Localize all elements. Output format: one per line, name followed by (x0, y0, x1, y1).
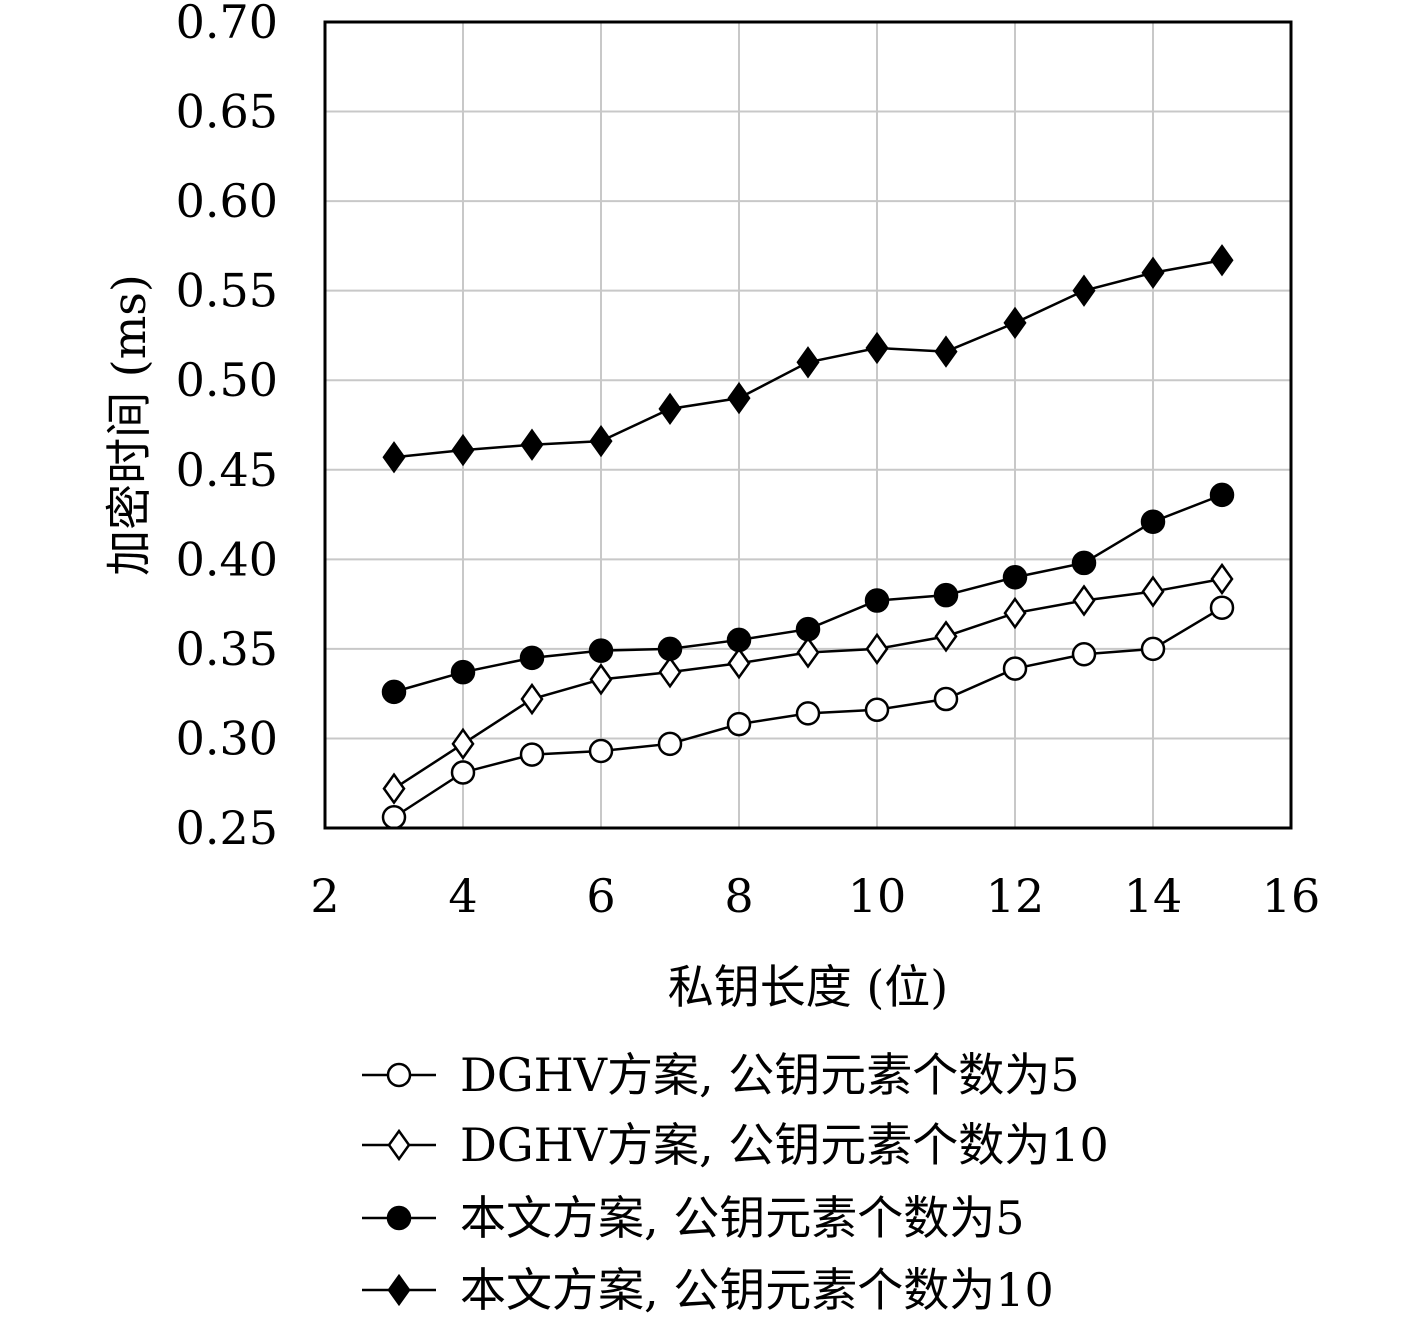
data-point (1071, 642, 1097, 667)
data-point (1209, 482, 1235, 508)
x-tick-label: 4 (448, 869, 477, 923)
data-point (658, 392, 682, 426)
data-point (1141, 256, 1165, 289)
series-3 (381, 482, 1235, 705)
y-tick-label: 0.60 (176, 174, 278, 228)
data-point (1003, 306, 1027, 340)
data-point (588, 738, 614, 764)
series-2 (382, 562, 1234, 805)
x-tick-label: 10 (848, 869, 907, 923)
data-point (796, 636, 820, 669)
data-point (519, 645, 545, 671)
data-point (1072, 584, 1096, 617)
y-tick-label: 0.50 (176, 353, 278, 407)
y-tick-label: 0.25 (176, 801, 278, 855)
data-point (795, 701, 821, 726)
data-point (1140, 509, 1166, 534)
data-point (1210, 562, 1234, 596)
data-point (1072, 274, 1096, 307)
legend-label: 本文方案, 公钥元素个数为10 (460, 1263, 1054, 1317)
legend-entry: DGHV方案, 公钥元素个数为5 (362, 1048, 1079, 1102)
data-point (1002, 564, 1028, 590)
data-point (381, 679, 407, 705)
data-point (934, 620, 958, 653)
data-point (381, 805, 407, 830)
x-tick-label: 14 (1124, 869, 1183, 923)
y-tick-label: 0.40 (176, 532, 278, 586)
x-tick-label: 2 (310, 869, 339, 923)
plot-series (381, 244, 1235, 830)
data-point (450, 760, 476, 785)
data-point (933, 582, 959, 608)
data-point (1210, 244, 1234, 277)
data-point (1141, 575, 1165, 608)
data-point (1140, 636, 1166, 662)
data-point (864, 588, 890, 613)
data-point (382, 441, 406, 474)
legend-entry: 本文方案, 公钥元素个数为10 (362, 1263, 1054, 1317)
y-tick-label: 0.30 (176, 711, 278, 765)
data-point (450, 659, 476, 685)
y-tick-labels: 0.25 0.30 0.35 0.40 0.45 0.50 0.55 0.60 0.65 0.70 (176, 0, 278, 855)
data-point (520, 428, 544, 461)
data-point (1002, 656, 1028, 681)
data-point (1209, 595, 1235, 620)
data-point (451, 727, 475, 760)
data-point (588, 638, 614, 663)
grid (325, 22, 1291, 828)
x-tick-label: 8 (724, 869, 753, 923)
legend-marker (386, 1062, 412, 1088)
legend-label: 本文方案, 公钥元素个数为5 (460, 1191, 1025, 1245)
data-point (727, 647, 751, 680)
x-tick-label: 16 (1262, 869, 1321, 923)
legend-marker (387, 1273, 411, 1307)
data-point (864, 697, 890, 723)
data-point (865, 632, 889, 666)
legend-entry: 本文方案, 公钥元素个数为5 (362, 1191, 1025, 1245)
data-point (865, 331, 889, 365)
y-axis-label: 加密时间 (ms) (102, 274, 156, 576)
data-point (519, 742, 545, 767)
data-point (382, 772, 406, 805)
data-point (657, 731, 683, 757)
series-4 (382, 244, 1234, 474)
data-point (933, 686, 959, 712)
data-point (589, 424, 613, 458)
data-point (658, 656, 682, 689)
y-tick-label: 0.35 (176, 622, 278, 676)
legend-entry: DGHV方案, 公钥元素个数为10 (362, 1118, 1109, 1172)
data-point (796, 346, 820, 379)
y-tick-label: 0.55 (176, 264, 278, 318)
x-axis-label: 私钥长度 (位) (668, 960, 949, 1014)
legend: DGHV方案, 公钥元素个数为5 DGHV方案, 公钥元素个数为10 本文方案, 公… (362, 1048, 1109, 1317)
data-point (1071, 550, 1097, 576)
data-point (589, 663, 613, 696)
y-tick-label: 0.70 (176, 0, 278, 49)
data-point (727, 381, 751, 415)
y-tick-label: 0.45 (176, 443, 278, 497)
legend-marker (386, 1205, 412, 1231)
plot-frame (323, 20, 1293, 830)
data-point (934, 335, 958, 368)
legend-label: DGHV方案, 公钥元素个数为10 (460, 1118, 1109, 1172)
legend-marker (387, 1128, 411, 1162)
series-1 (381, 595, 1235, 830)
x-tick-label: 6 (586, 869, 615, 923)
legend-label: DGHV方案, 公钥元素个数为5 (460, 1048, 1079, 1102)
data-point (795, 616, 821, 642)
data-point (726, 627, 752, 653)
x-tick-label: 12 (986, 869, 1045, 923)
data-point (726, 711, 752, 737)
y-tick-label: 0.65 (176, 85, 278, 139)
data-point (520, 682, 544, 716)
data-point (451, 433, 475, 467)
x-tick-labels: 2 4 6 8 10 12 14 16 (310, 869, 1320, 923)
data-point (1003, 596, 1027, 630)
data-point (657, 636, 683, 662)
